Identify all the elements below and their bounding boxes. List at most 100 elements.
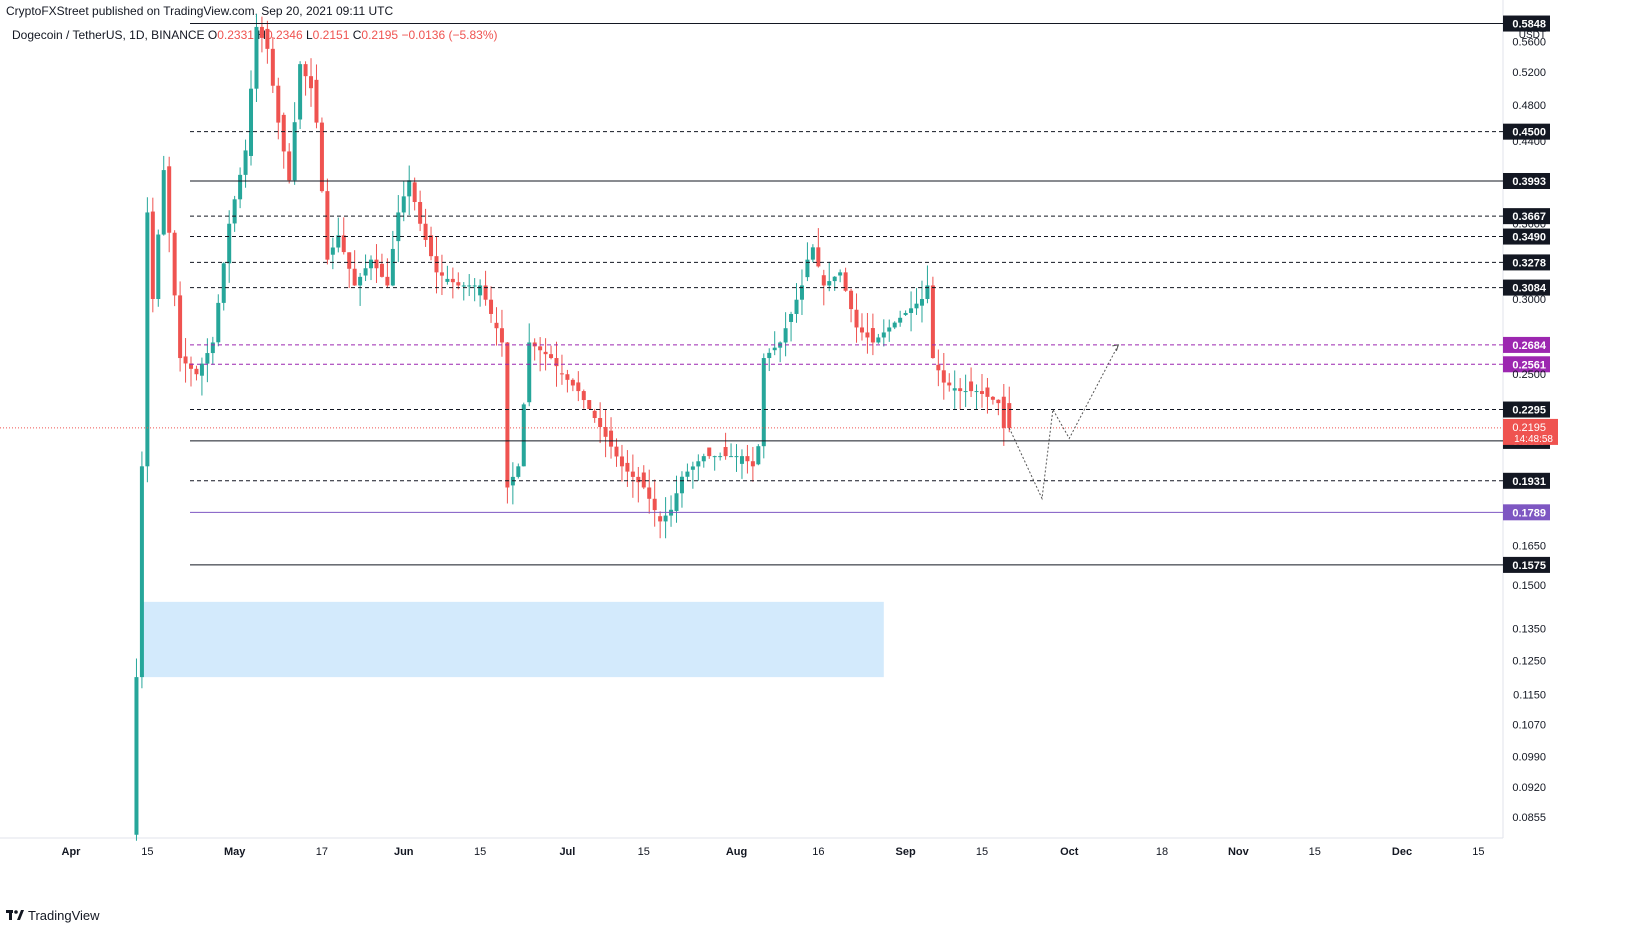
candle-body[interactable] [352,268,357,286]
candle-body[interactable] [614,446,619,457]
candle-body[interactable] [516,466,521,477]
candle-body[interactable] [499,328,504,343]
candle-body[interactable] [549,354,554,359]
candle-body[interactable] [652,498,657,511]
candle-body[interactable] [674,493,679,511]
candle-body[interactable] [570,379,575,386]
candle-body[interactable] [958,388,963,392]
candle-body[interactable] [625,462,630,472]
candle-body[interactable] [783,328,788,343]
candle-body[interactable] [183,356,188,364]
candle-body[interactable] [270,48,275,86]
candle-body[interactable] [494,322,499,329]
candle-body[interactable] [930,285,935,359]
candle-body[interactable] [363,268,368,276]
candle-body[interactable] [265,28,270,49]
candle-body[interactable] [963,391,968,393]
candle-body[interactable] [379,263,384,277]
candle-body[interactable] [178,295,183,359]
candle-body[interactable] [276,85,281,123]
candle-body[interactable] [838,272,843,276]
candle-body[interactable] [439,272,444,276]
candle-body[interactable] [298,64,303,120]
candle-body[interactable] [303,64,308,77]
candle-body[interactable] [238,174,243,200]
candle-body[interactable] [478,285,483,296]
candle-body[interactable] [341,235,346,253]
candle-body[interactable] [979,391,984,394]
candle-body[interactable] [358,276,363,286]
candle-body[interactable] [663,515,668,522]
candle-body[interactable] [701,456,706,462]
candle-body[interactable] [587,400,592,410]
candle-body[interactable] [281,114,286,152]
candle-body[interactable] [254,26,259,89]
candle-body[interactable] [892,322,897,328]
candle-body[interactable] [756,446,761,465]
candle-body[interactable] [467,285,472,287]
candle-body[interactable] [729,456,734,458]
candle-body[interactable] [996,399,1001,404]
candle-body[interactable] [205,353,210,364]
candle-body[interactable] [538,346,543,351]
candle-body[interactable] [554,358,559,367]
candle-body[interactable] [325,191,330,260]
candle-body[interactable] [259,26,264,38]
candle-body[interactable] [794,299,799,314]
candle-body[interactable] [636,476,641,483]
candle-body[interactable] [1001,396,1006,428]
candle-body[interactable] [854,309,859,328]
candle-body[interactable] [734,456,739,458]
candle-body[interactable] [505,342,510,488]
candle-body[interactable] [390,248,395,286]
candle-body[interactable] [647,487,652,499]
candle-body[interactable] [243,150,248,175]
candle-body[interactable] [221,263,226,303]
candle-body[interactable] [527,342,532,403]
candle-body[interactable] [483,285,488,300]
candle-body[interactable] [865,332,870,338]
candle-body[interactable] [134,677,139,835]
candle-body[interactable] [936,364,941,371]
candle-body[interactable] [472,285,477,287]
candle-body[interactable] [429,235,434,257]
candle-body[interactable] [603,426,608,437]
candle-body[interactable] [718,456,723,458]
candle-body[interactable] [456,282,461,286]
candle-body[interactable] [696,461,701,467]
candle-body[interactable] [761,358,766,447]
candle-body[interactable] [521,404,526,467]
candle-body[interactable] [489,299,494,314]
candle-body[interactable] [592,410,597,419]
candle-body[interactable] [189,363,194,369]
candle-body[interactable] [150,211,155,299]
candle-body[interactable] [418,202,423,224]
candle-body[interactable] [309,76,314,89]
candle-body[interactable] [903,312,908,315]
candle-body[interactable] [767,352,772,359]
candle-body[interactable] [859,327,864,333]
candle-body[interactable] [990,396,995,400]
candle-body[interactable] [707,447,712,457]
candle-body[interactable] [799,285,804,300]
candle-body[interactable] [292,122,297,181]
candle-body[interactable] [445,278,450,282]
candle-body[interactable] [609,430,614,447]
candle-body[interactable] [319,122,324,192]
candle-body[interactable] [745,456,750,462]
candle-body[interactable] [543,351,548,355]
candle-body[interactable] [898,317,903,323]
candle-body[interactable] [199,363,204,376]
candle-body[interactable] [914,303,919,309]
candle-body[interactable] [772,347,777,351]
candle-body[interactable] [210,342,215,354]
candle-body[interactable] [919,298,924,306]
candle-body[interactable] [881,332,886,338]
candle-body[interactable] [336,235,341,248]
candle-body[interactable] [396,212,401,242]
candle-body[interactable] [161,170,166,235]
candle-body[interactable] [723,446,728,457]
candle-body[interactable] [941,370,946,383]
candle-body[interactable] [227,223,232,264]
